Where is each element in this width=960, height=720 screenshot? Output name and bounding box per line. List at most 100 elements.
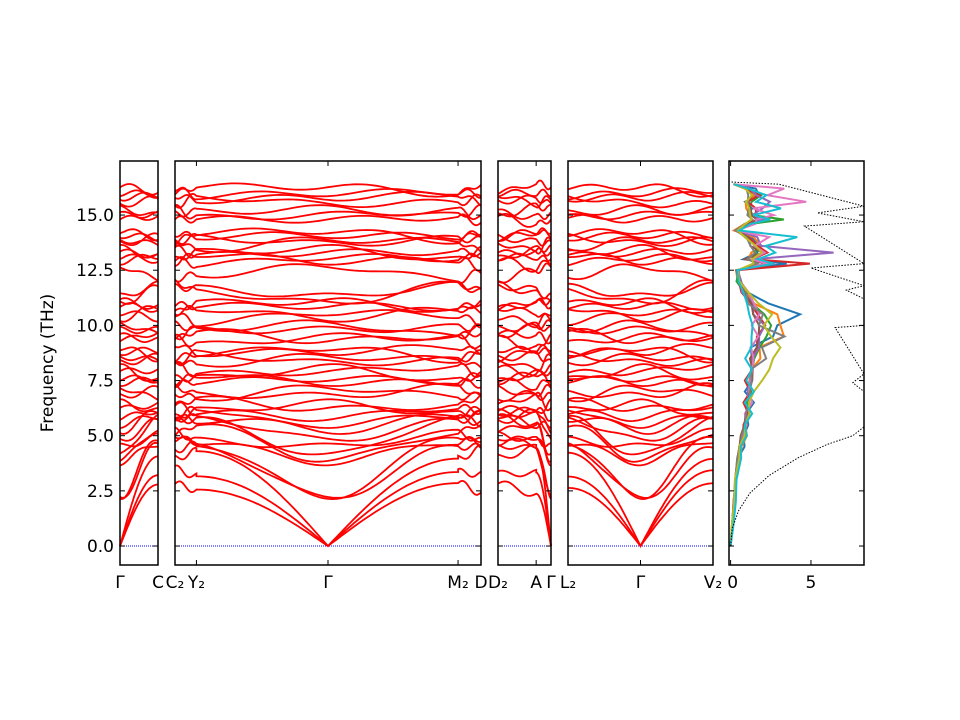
phonon-band-line xyxy=(497,188,552,198)
phonon-band-line xyxy=(120,398,159,413)
phonon-band-line xyxy=(567,236,714,252)
phonon-band-line xyxy=(174,263,482,284)
phonon-band-line xyxy=(497,377,552,391)
phonon-band-line xyxy=(567,384,714,403)
phonon-band-line xyxy=(119,367,159,375)
phonon-band-line xyxy=(174,382,482,399)
phonon-band-line xyxy=(119,310,159,323)
phonon-band-line xyxy=(567,451,714,548)
phonon-band-line xyxy=(567,204,714,216)
phonon-band-line xyxy=(174,464,482,548)
x-tick-label: C xyxy=(152,573,164,593)
phonon-band-line xyxy=(567,346,714,364)
phonon-band-line xyxy=(174,361,482,378)
phonon-band-line xyxy=(174,480,482,548)
phonon-band-line xyxy=(119,183,159,196)
phonon-band-line xyxy=(497,319,552,339)
phonon-band-line xyxy=(119,363,159,382)
phonon-band-line xyxy=(174,243,482,261)
phonon-band-line xyxy=(497,283,552,303)
y-tick-label: 10.0 xyxy=(76,316,114,336)
phonon-band-line xyxy=(497,202,552,218)
phonon-band-line xyxy=(174,394,482,412)
dos-x-tick-label: 0 xyxy=(727,573,738,593)
phonon-band-line xyxy=(497,213,552,228)
phonon-band-line xyxy=(174,301,482,312)
phonon-band-line xyxy=(497,384,552,401)
phonon-band-line xyxy=(567,350,714,367)
phonon-band-line xyxy=(119,439,159,501)
phonon-band-line xyxy=(497,353,552,373)
phonon-band-line xyxy=(174,278,482,305)
band-panel-frame xyxy=(119,160,159,566)
phonon-band-line xyxy=(119,189,159,199)
phonon-band-line xyxy=(174,233,482,247)
phonon-band-line xyxy=(119,417,159,442)
phonon-band-line xyxy=(497,414,552,430)
x-tick-label: Γ xyxy=(115,573,125,593)
dos-x-tick-label: 5 xyxy=(806,573,817,593)
phonon-band-line xyxy=(497,247,552,257)
band-panel-frame xyxy=(174,160,482,566)
y-tick-label: 0.0 xyxy=(87,537,114,557)
x-tick-label: M₂ xyxy=(447,573,468,593)
phonon-band-line xyxy=(119,297,159,310)
phonon-band-line xyxy=(119,239,159,246)
phonon-band-line xyxy=(497,298,552,309)
phonon-band-line xyxy=(174,346,482,364)
phonon-band-line xyxy=(174,401,482,423)
phonon-band-line xyxy=(497,321,552,333)
phonon-band-line xyxy=(119,332,159,343)
x-tick-label: Γ xyxy=(636,573,646,593)
phonon-band-line xyxy=(174,384,482,402)
phonon-band-line xyxy=(119,445,159,467)
phonon-band-line xyxy=(497,280,551,300)
phonon-band-line xyxy=(119,232,159,246)
phonon-band-line xyxy=(567,435,714,501)
x-tick-label: Γ xyxy=(323,573,333,593)
phonon-band-line xyxy=(119,232,159,243)
y-axis-label: Frequency (THz) xyxy=(38,294,58,433)
band-panel-frame xyxy=(497,160,552,566)
phonon-band-line xyxy=(119,346,159,363)
phonon-band-line xyxy=(174,440,482,499)
phonon-band-line xyxy=(119,483,159,547)
phonon-band-line xyxy=(119,266,159,282)
phonon-band-line xyxy=(567,228,714,246)
phonon-band-line xyxy=(174,236,482,254)
phonon-band-line xyxy=(567,342,714,357)
phonon-band-line xyxy=(174,423,482,463)
phonon-band-line xyxy=(174,204,482,218)
phonon-band-line xyxy=(567,414,713,429)
phonon-band-line xyxy=(567,232,714,248)
phonon-band-line xyxy=(119,411,159,421)
phonon-band-line xyxy=(119,455,159,547)
phonon-band-line xyxy=(119,414,159,455)
phonon-band-line xyxy=(497,344,552,364)
phonon-band-line xyxy=(174,227,482,246)
phonon-band-line xyxy=(567,382,714,399)
phonon-band-line xyxy=(119,474,159,547)
phonon-band-line xyxy=(498,252,552,266)
phonon-band-line xyxy=(567,427,713,448)
phonon-band-line xyxy=(567,243,714,261)
phonon-band-line xyxy=(119,332,159,343)
phonon-band-line xyxy=(174,319,482,341)
phonon-band-line xyxy=(567,297,714,314)
phonon-band-line xyxy=(174,305,482,323)
phonon-band-line xyxy=(174,344,482,358)
x-tick-label: Γ xyxy=(546,573,556,593)
y-tick-label: 5.0 xyxy=(87,427,114,447)
phonon-band-line xyxy=(567,442,714,467)
phonon-band-line xyxy=(497,244,552,259)
phonon-band-line xyxy=(567,363,714,377)
partial-dos-line xyxy=(729,183,782,547)
phonon-band-line xyxy=(174,203,482,221)
phonon-band-line xyxy=(174,426,482,449)
phonon-band-line xyxy=(567,279,714,305)
phonon-band-line xyxy=(119,284,159,305)
phonon-band-line xyxy=(497,430,552,448)
phonon-band-line xyxy=(567,396,714,412)
phonon-band-line xyxy=(497,468,552,547)
